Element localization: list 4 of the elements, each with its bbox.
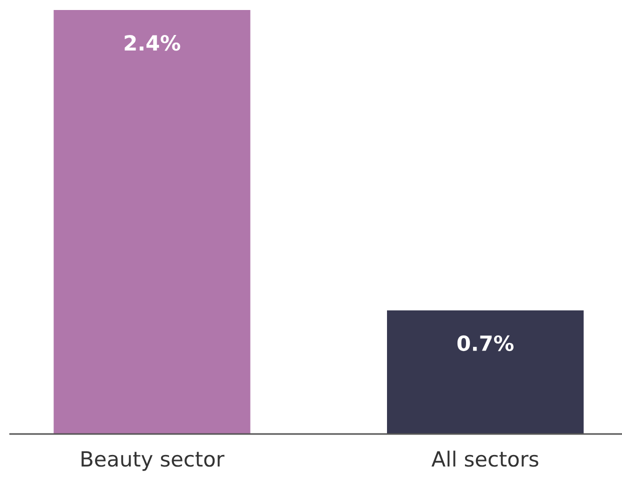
data-label: 0.7% [457, 335, 514, 352]
x-tick-label: All sectors [432, 450, 538, 467]
data-label: 2.4% [124, 35, 180, 51]
x-tick-label: Beauty sector [82, 451, 224, 471]
